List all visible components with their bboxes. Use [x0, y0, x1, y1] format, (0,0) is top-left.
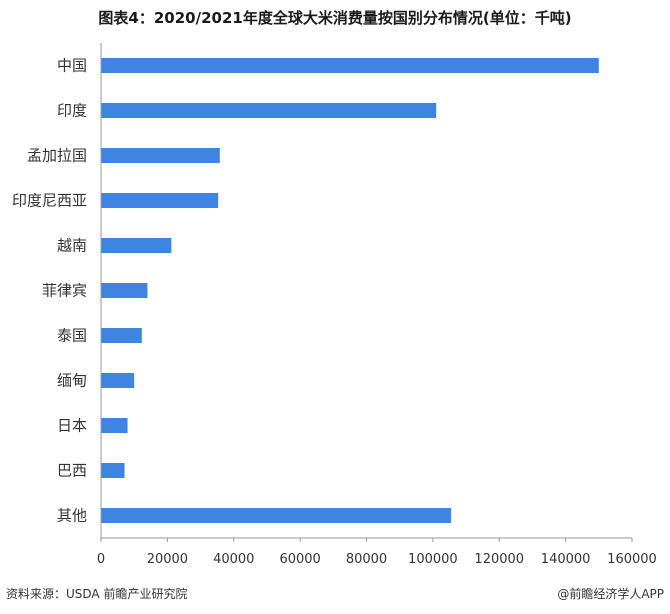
chart-title: 图表4：2020/2021年度全球大米消费量按国别分布情况(单位：千吨)	[98, 9, 572, 27]
bar-9	[101, 463, 125, 478]
bar-1	[101, 103, 437, 118]
bar-6	[101, 328, 142, 343]
category-label-6: 泰国	[57, 327, 87, 345]
bar-5	[101, 283, 148, 298]
source-note: 资料来源：USDA 前瞻产业研究院	[6, 587, 188, 601]
category-label-0: 中国	[57, 57, 87, 75]
category-label-2: 孟加拉国	[27, 147, 87, 165]
category-label-3: 印度尼西亚	[12, 192, 87, 210]
bar-4	[101, 238, 172, 253]
category-label-1: 印度	[57, 102, 87, 120]
category-label-7: 缅甸	[57, 372, 87, 390]
bar-7	[101, 373, 135, 388]
x-tick-label-1: 20000	[147, 552, 188, 567]
bars-layer	[101, 58, 599, 523]
x-tick-label-0: 0	[97, 552, 105, 567]
x-tick-label-6: 120000	[474, 552, 524, 567]
bar-0	[101, 58, 599, 73]
category-label-4: 越南	[57, 237, 87, 255]
x-tick-label-3: 60000	[279, 552, 320, 567]
category-label-5: 菲律宾	[42, 282, 87, 300]
category-label-10: 其他	[57, 507, 87, 525]
x-tick-label-8: 160000	[607, 552, 657, 567]
x-tick-label-5: 100000	[408, 552, 458, 567]
bar-3	[101, 193, 219, 208]
bar-10	[101, 508, 452, 523]
category-label-9: 巴西	[57, 462, 87, 480]
x-axis: 0 20000 40000 60000 80000 100000 120000 140000 1…	[97, 43, 657, 567]
credit-note: @前瞻经济学人APP	[557, 587, 664, 601]
bar-2	[101, 148, 220, 163]
category-label-8: 日本	[57, 417, 87, 435]
x-tick-label-2: 40000	[213, 552, 254, 567]
x-tick-label-4: 80000	[346, 552, 387, 567]
x-tick-label-7: 140000	[541, 552, 591, 567]
bar-8	[101, 418, 128, 433]
